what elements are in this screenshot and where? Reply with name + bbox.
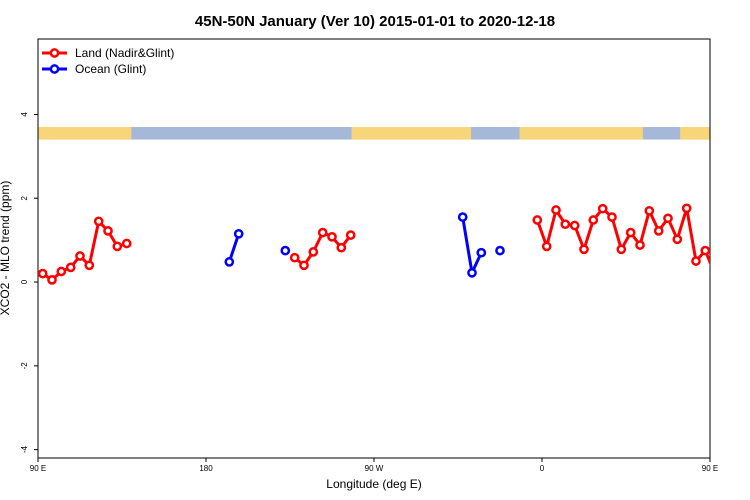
data-point bbox=[607, 212, 617, 222]
data-point bbox=[700, 245, 710, 256]
data-point bbox=[681, 203, 692, 214]
data-point bbox=[597, 203, 608, 214]
legend-ocean-label: Ocean (Glint) bbox=[75, 62, 146, 76]
data-point bbox=[233, 228, 244, 239]
x-tick-label: 90 W bbox=[365, 464, 384, 473]
series-ocean bbox=[224, 212, 505, 278]
data-point bbox=[38, 268, 48, 279]
data-point bbox=[336, 242, 347, 253]
series-line bbox=[41, 219, 128, 282]
data-point bbox=[551, 205, 561, 215]
land-strip-1 bbox=[351, 126, 472, 140]
data-point bbox=[588, 215, 599, 225]
data-point bbox=[317, 227, 328, 238]
y-axis-label: XCO2 - MLO trend (ppm) bbox=[0, 181, 12, 316]
data-point bbox=[495, 245, 505, 256]
data-point bbox=[709, 272, 710, 275]
data-point bbox=[65, 262, 76, 273]
data-point bbox=[663, 213, 673, 224]
data-point bbox=[467, 267, 477, 278]
data-point bbox=[308, 247, 319, 257]
legend-land-label: Land (Nadir&Glint) bbox=[75, 46, 174, 60]
y-tick-label: 0 bbox=[20, 279, 29, 284]
y-tick-label: 2 bbox=[20, 195, 29, 200]
data-point bbox=[224, 257, 235, 267]
data-point bbox=[457, 212, 468, 222]
data-point bbox=[579, 244, 589, 255]
series-line bbox=[227, 233, 241, 263]
data-point bbox=[327, 231, 337, 242]
data-point bbox=[280, 245, 291, 256]
x-tick-label: 0 bbox=[540, 464, 545, 473]
data-point bbox=[635, 240, 645, 250]
legend-land-marker bbox=[49, 48, 60, 58]
series-land bbox=[38, 203, 746, 285]
y-axis: -4 -2 0 2 4 bbox=[20, 112, 38, 454]
data-point bbox=[56, 266, 67, 277]
data-point bbox=[720, 276, 727, 283]
series-layer bbox=[38, 203, 746, 285]
land-ocean-band bbox=[38, 126, 710, 140]
data-point bbox=[103, 226, 113, 236]
data-point bbox=[672, 234, 683, 245]
data-point bbox=[532, 215, 543, 225]
data-point bbox=[691, 256, 701, 266]
land-strip-3 bbox=[680, 126, 710, 140]
land-strip-0 bbox=[38, 126, 132, 140]
data-point bbox=[345, 230, 356, 240]
legend-ocean-marker bbox=[49, 64, 60, 74]
data-point bbox=[476, 247, 487, 258]
data-point bbox=[730, 268, 737, 275]
data-point bbox=[84, 260, 95, 271]
data-point bbox=[75, 251, 85, 261]
data-point bbox=[625, 227, 636, 238]
data-point bbox=[644, 205, 655, 216]
x-tick-label: 90 E bbox=[702, 464, 718, 473]
x-tick-label: 180 bbox=[199, 464, 213, 473]
data-point bbox=[541, 241, 552, 252]
y-tick-label: 4 bbox=[20, 112, 29, 117]
series-line bbox=[461, 216, 483, 275]
data-point bbox=[121, 238, 132, 249]
data-point bbox=[569, 220, 580, 231]
data-point bbox=[560, 219, 571, 230]
data-point bbox=[616, 244, 627, 255]
data-point bbox=[112, 241, 123, 252]
data-point bbox=[653, 226, 664, 236]
y-tick-label: -2 bbox=[20, 362, 29, 370]
plot-frame bbox=[37, 38, 711, 459]
y-tick-label: -4 bbox=[20, 446, 29, 454]
x-tick-label: 90 E bbox=[30, 464, 46, 473]
land-strip-2 bbox=[519, 126, 643, 140]
data-point bbox=[289, 252, 300, 263]
data-point bbox=[93, 216, 104, 227]
legend: Land (Nadir&Glint) Ocean (Glint) bbox=[42, 46, 174, 76]
data-point bbox=[739, 264, 746, 271]
x-axis-label: Longitude (deg E) bbox=[326, 477, 421, 491]
x-axis: 90 E 180 90 W 0 90 E bbox=[30, 458, 718, 473]
data-point bbox=[299, 260, 309, 271]
data-point bbox=[47, 275, 57, 285]
chart-title: 45N-50N January (Ver 10) 2015-01-01 to 2… bbox=[195, 13, 555, 30]
